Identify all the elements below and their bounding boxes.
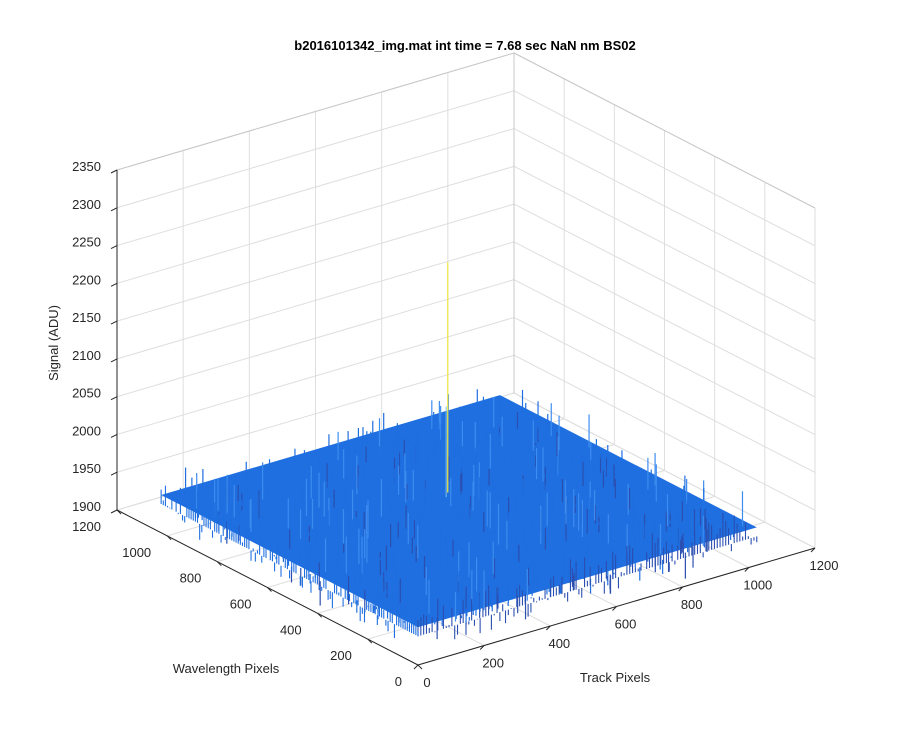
- y-tick-label: 1000: [122, 545, 151, 560]
- z-tick-label: 2350: [72, 159, 101, 174]
- y-tick: [317, 612, 323, 618]
- y-tick-label: 0: [395, 674, 402, 689]
- y-tick: [166, 535, 172, 541]
- x-tick-label: 800: [681, 597, 703, 612]
- z-tick: [110, 433, 118, 438]
- x-tick: [545, 625, 551, 631]
- y-tick: [367, 638, 373, 644]
- y-tick: [417, 664, 423, 670]
- x-tick: [678, 586, 684, 592]
- surface: [160, 262, 758, 640]
- z-tick-label: 2150: [72, 310, 101, 325]
- y-axis-label: Wavelength Pixels: [173, 661, 280, 676]
- grid-line: [513, 241, 816, 398]
- x-tick: [612, 606, 617, 611]
- chart-title: b2016101342_img.mat int time = 7.68 sec …: [294, 38, 635, 53]
- x-tick-label: 1000: [743, 578, 772, 593]
- z-axis-label: Signal (ADU): [46, 305, 61, 381]
- z-tick: [110, 358, 118, 363]
- x-tick: [413, 664, 419, 670]
- x-tick: [810, 547, 816, 553]
- z-tick-label: 2050: [72, 386, 101, 401]
- x-tick: [479, 645, 485, 650]
- grid-line: [513, 392, 816, 549]
- grid-line: [513, 316, 816, 473]
- z-tick: [110, 282, 118, 287]
- x-axis-label: Track Pixels: [580, 670, 651, 685]
- grid-line: [513, 279, 816, 436]
- grid-line: [116, 165, 515, 284]
- x-tick-label: 200: [482, 656, 504, 671]
- y-tick-label: 600: [230, 597, 252, 612]
- y-tick-label: 1200: [72, 519, 101, 534]
- y-tick: [267, 587, 272, 592]
- box-edge: [116, 52, 515, 171]
- z-tick: [110, 509, 118, 514]
- x-tick-label: 1200: [810, 558, 839, 573]
- grid-line: [513, 354, 816, 511]
- z-tick-label: 2250: [72, 235, 101, 250]
- grid-line: [116, 90, 515, 209]
- z-tick-label: 2200: [72, 272, 101, 287]
- y-tick-label: 800: [180, 571, 202, 586]
- tick-labels: 0 200 400 600 800 1000 1200 0 200 400 600 800 1000 12…: [72, 159, 838, 690]
- y-tick: [216, 561, 222, 567]
- z-tick-label: 2100: [72, 348, 101, 363]
- grid-line: [513, 128, 816, 285]
- x-tick-label: 400: [548, 636, 570, 651]
- axes: [110, 169, 816, 670]
- y-tick-label: 400: [280, 622, 302, 637]
- x-tick-label: 600: [615, 617, 637, 632]
- z-tick: [110, 320, 118, 325]
- x-tick-label: 0: [423, 675, 430, 690]
- grid-line: [513, 90, 816, 247]
- z-tick: [110, 396, 118, 401]
- grid-line: [513, 165, 816, 322]
- grid-line: [116, 128, 515, 247]
- grid-line: [116, 241, 515, 360]
- z-tick: [110, 169, 118, 174]
- y-tick: [116, 509, 122, 515]
- box-edge: [513, 52, 816, 209]
- z-tick: [110, 471, 118, 476]
- grid-line: [513, 203, 816, 360]
- z-tick-label: 1900: [72, 499, 101, 514]
- z-tick-label: 1950: [72, 461, 101, 476]
- y-tick-label: 200: [330, 648, 352, 663]
- x-tick: [744, 567, 750, 572]
- grid-line: [116, 203, 515, 322]
- z-tick-label: 2000: [72, 423, 101, 438]
- z-tick: [110, 207, 118, 212]
- z-tick-label: 2300: [72, 197, 101, 212]
- z-tick: [110, 245, 118, 250]
